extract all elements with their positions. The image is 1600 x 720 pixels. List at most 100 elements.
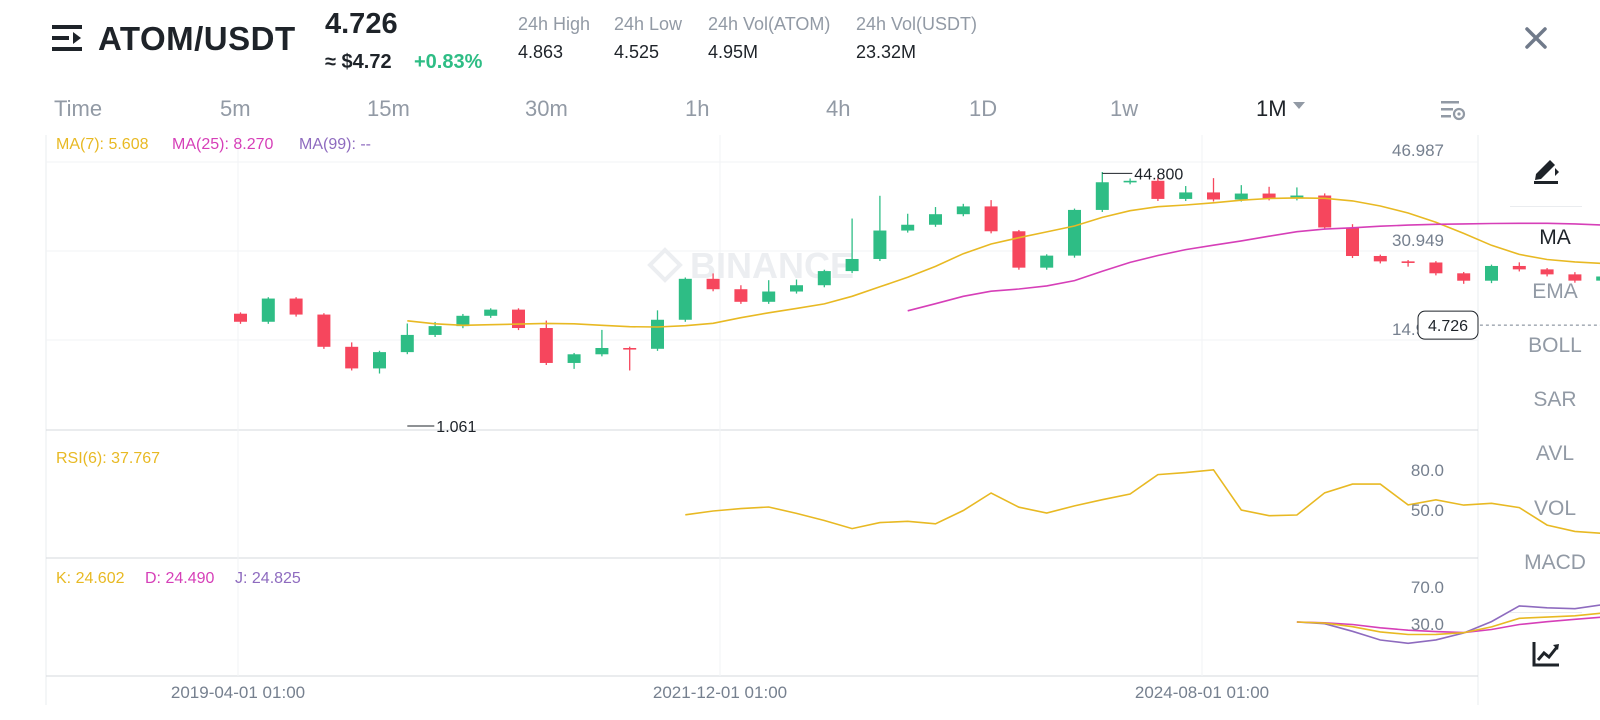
legend-rsi: RSI(6): 37.767 bbox=[56, 450, 161, 467]
candle bbox=[1401, 261, 1415, 263]
candle bbox=[400, 334, 414, 353]
candle bbox=[984, 206, 998, 232]
tab-30m[interactable]: 30m bbox=[525, 96, 568, 121]
stat-low-value: 4.525 bbox=[614, 42, 660, 62]
stat-vol-atom-label: 24h Vol(ATOM) bbox=[708, 14, 831, 34]
candle bbox=[1373, 255, 1387, 262]
candle bbox=[956, 206, 970, 215]
last-price-tag bbox=[1417, 310, 1479, 340]
chevron-down-icon[interactable] bbox=[1293, 102, 1305, 109]
candle bbox=[317, 314, 331, 347]
stat-vol-atom-value: 4.95M bbox=[708, 42, 759, 62]
candle bbox=[539, 328, 553, 363]
candle bbox=[1318, 195, 1332, 228]
time-axis-tick: 2021-12-01 01:00 bbox=[653, 683, 787, 702]
candle bbox=[567, 354, 581, 363]
kdj-j-line bbox=[1296, 604, 1600, 645]
indicator-ma[interactable]: MA bbox=[1539, 226, 1571, 249]
candle bbox=[734, 289, 748, 302]
candle bbox=[234, 313, 247, 322]
candle bbox=[456, 315, 470, 327]
side-divider bbox=[1510, 206, 1582, 207]
indicator-sar[interactable]: SAR bbox=[1533, 388, 1577, 411]
candle bbox=[901, 224, 915, 231]
candle bbox=[345, 346, 359, 369]
candle bbox=[1151, 180, 1165, 199]
indicator-chart-icon[interactable] bbox=[1531, 640, 1561, 668]
time-axis-tick: 2019-04-01 01:00 bbox=[171, 683, 305, 702]
candle bbox=[289, 298, 303, 315]
tab-4h[interactable]: 4h bbox=[826, 96, 851, 121]
price-change: +0.83% bbox=[414, 51, 483, 73]
candle bbox=[678, 278, 692, 320]
legend-j: J: 24.825 bbox=[235, 570, 301, 587]
tab-15m[interactable]: 15m bbox=[367, 96, 410, 121]
candle bbox=[373, 352, 386, 369]
stat-vol-usdt-value: 23.32M bbox=[856, 42, 917, 62]
trading-pair[interactable]: ATOM/USDT bbox=[98, 20, 296, 57]
stat-high-label: 24h High bbox=[518, 14, 591, 34]
indicator-ema[interactable]: EMA bbox=[1532, 280, 1578, 303]
legend-ma7: MA(7): 5.608 bbox=[56, 136, 149, 153]
candle bbox=[623, 347, 637, 350]
legend-ma99: MA(99): -- bbox=[299, 136, 371, 153]
draw-icon[interactable] bbox=[1530, 154, 1562, 186]
candle bbox=[1040, 255, 1054, 268]
candle bbox=[1234, 193, 1248, 200]
tab-1w[interactable]: 1w bbox=[1110, 96, 1139, 121]
price-axis-tick: 46.987 bbox=[1392, 141, 1444, 160]
stat-low-label: 24h Low bbox=[614, 14, 683, 34]
chart-settings-icon[interactable] bbox=[1440, 98, 1466, 122]
candle bbox=[873, 230, 887, 259]
legend-k: K: 24.602 bbox=[56, 570, 125, 587]
candle bbox=[1123, 180, 1137, 183]
price-axis-tick: 30.949 bbox=[1392, 231, 1444, 250]
indicator-boll[interactable]: BOLL bbox=[1528, 334, 1582, 357]
low-annotation: 1.061 bbox=[436, 419, 476, 436]
candle bbox=[1068, 209, 1081, 256]
candle bbox=[845, 258, 859, 272]
tab-time[interactable]: Time bbox=[54, 96, 103, 121]
indicator-vol[interactable]: VOL bbox=[1533, 497, 1577, 520]
rsi-line bbox=[685, 468, 1600, 535]
candle bbox=[651, 319, 664, 349]
indicator-avl[interactable]: AVL bbox=[1535, 442, 1575, 465]
candle bbox=[1540, 269, 1554, 275]
last-price-label: 4.726 bbox=[1428, 318, 1468, 335]
candle bbox=[1179, 192, 1193, 199]
indicator-axis-tick: 80.0 bbox=[1411, 461, 1444, 480]
candle bbox=[1012, 231, 1026, 268]
legend-d: D: 24.490 bbox=[145, 570, 215, 587]
kdj-k-line bbox=[1296, 612, 1600, 636]
candle bbox=[762, 291, 776, 302]
ticker-header: ATOM/USDT 4.726 ≈ $4.72 +0.83% 24h High … bbox=[0, 0, 1600, 90]
menu-icon[interactable] bbox=[52, 24, 82, 52]
side-divider bbox=[1510, 612, 1582, 613]
kdj-d-line bbox=[1296, 616, 1600, 634]
usd-price: ≈ $4.72 bbox=[325, 51, 392, 73]
candle bbox=[1095, 182, 1109, 210]
candle bbox=[1485, 265, 1498, 281]
stat-vol-usdt-label: 24h Vol(USDT) bbox=[856, 14, 978, 34]
last-price: 4.726 bbox=[325, 8, 398, 40]
indicator-axis-tick: 70.0 bbox=[1411, 578, 1444, 597]
tab-1m[interactable]: 1M bbox=[1256, 96, 1287, 121]
candle bbox=[512, 309, 525, 329]
candle bbox=[1512, 265, 1526, 270]
tab-1h[interactable]: 1h bbox=[685, 96, 710, 121]
ma7-line bbox=[407, 197, 1600, 328]
indicator-axis-tick: 50.0 bbox=[1411, 501, 1444, 520]
legend-ma25: MA(25): 8.270 bbox=[172, 136, 274, 153]
high-annotation: 44.800 bbox=[1134, 166, 1183, 183]
candle bbox=[790, 285, 803, 292]
candle bbox=[929, 214, 942, 225]
tab-5m[interactable]: 5m bbox=[220, 96, 251, 121]
candle bbox=[706, 278, 720, 290]
candle bbox=[1290, 195, 1304, 199]
indicator-macd[interactable]: MACD bbox=[1524, 551, 1586, 574]
close-icon[interactable] bbox=[1520, 22, 1552, 54]
tab-1d[interactable]: 1D bbox=[969, 96, 998, 121]
candle bbox=[1596, 276, 1600, 281]
candle bbox=[595, 347, 609, 355]
